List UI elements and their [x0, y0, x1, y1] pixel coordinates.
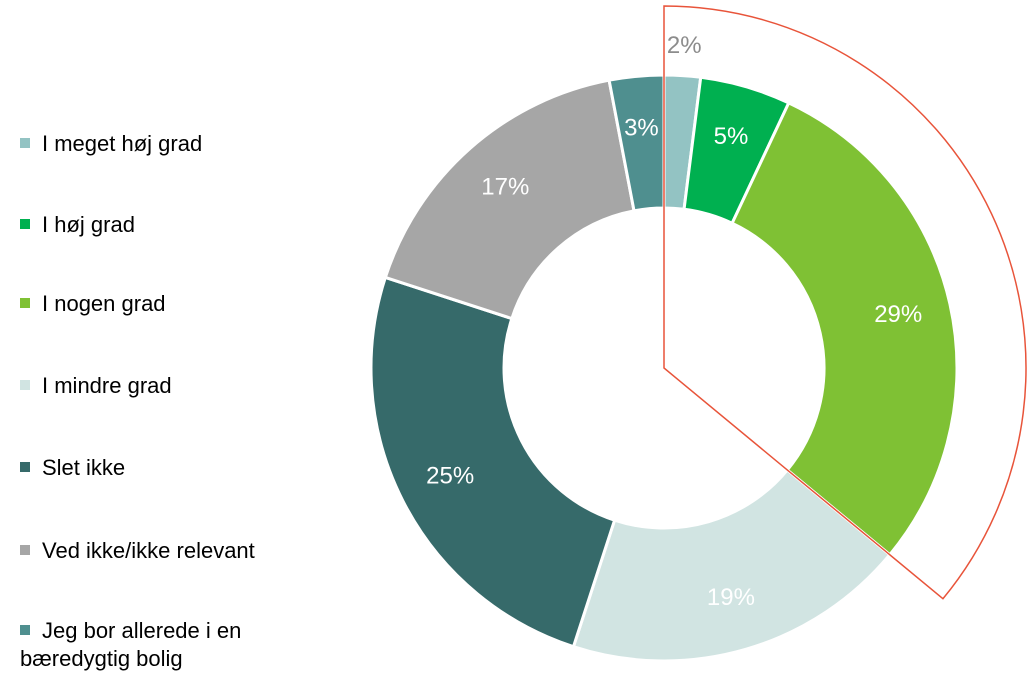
legend-item: I høj grad — [20, 211, 320, 239]
highlight-outline — [663, 5, 1027, 600]
legend-item: Ved ikke/ikke relevant — [20, 537, 320, 565]
legend-label: I mindre grad — [42, 373, 172, 398]
legend-item: I nogen grad — [20, 290, 320, 318]
legend-label: I meget høj grad — [42, 131, 203, 156]
legend-label: I høj grad — [42, 212, 135, 237]
donut-slice — [730, 100, 959, 557]
legend-swatch — [20, 138, 30, 149]
data-label: 29% — [874, 301, 922, 328]
data-label: 5% — [714, 123, 749, 150]
legend-label: Ved ikke/ikke relevant — [42, 538, 255, 563]
data-label: 25% — [426, 462, 474, 489]
legend-swatch — [20, 625, 30, 636]
legend-swatch — [20, 219, 30, 230]
data-label: 17% — [481, 173, 529, 200]
legend-swatch — [20, 298, 30, 309]
legend-label: I nogen grad — [42, 291, 166, 316]
legend-label: Jeg bor allerede i en bæredygtig bolig — [20, 618, 242, 671]
legend-item: I mindre grad — [20, 372, 320, 400]
legend-item: I meget høj grad — [20, 130, 320, 158]
donut-slice — [369, 275, 617, 649]
legend-item: Slet ikke — [20, 454, 320, 482]
legend-swatch — [20, 462, 30, 473]
data-label: 3% — [624, 114, 659, 141]
legend-swatch — [20, 380, 30, 391]
donut-slice — [383, 78, 636, 321]
legend-item: Jeg bor allerede i en bæredygtig bolig — [20, 617, 320, 673]
legend-label: Slet ikke — [42, 455, 126, 480]
data-label: 19% — [707, 584, 755, 611]
legend-swatch — [20, 545, 30, 556]
data-label: 2% — [667, 32, 702, 59]
donut-slice — [571, 467, 892, 663]
